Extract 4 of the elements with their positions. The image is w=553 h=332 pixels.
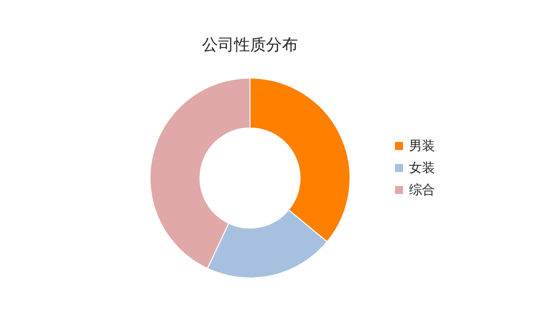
chart-title: 公司性质分布 xyxy=(202,35,298,54)
legend-label: 男装 xyxy=(409,139,435,154)
legend-label: 综合 xyxy=(409,183,435,198)
legend-label: 女装 xyxy=(409,161,435,176)
